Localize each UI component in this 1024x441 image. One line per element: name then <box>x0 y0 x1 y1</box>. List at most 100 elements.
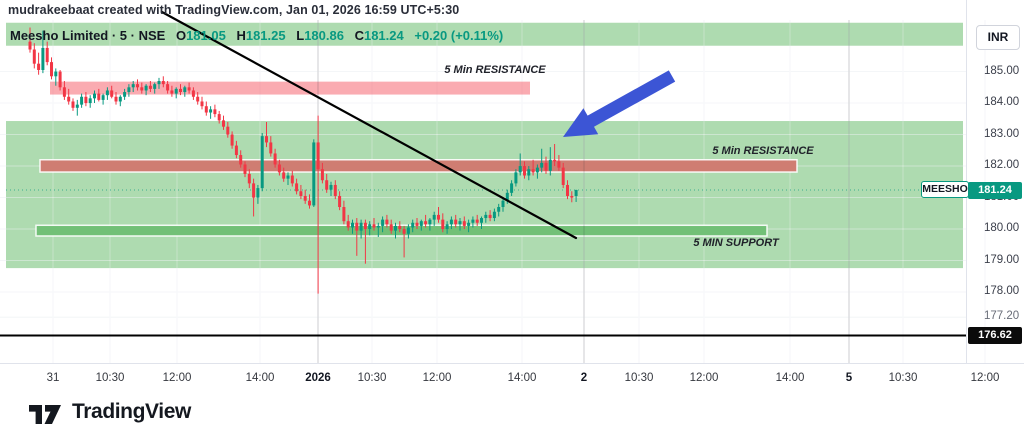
candle-up <box>144 85 148 91</box>
candle-down <box>557 161 561 168</box>
price-tick-label: 182.00 <box>984 159 1020 172</box>
candle-up <box>505 192 509 201</box>
symbol-title: Meesho Limited · 5 · NSE <box>10 28 166 43</box>
candle-up <box>480 218 483 223</box>
candle-down <box>316 142 320 170</box>
candle-down <box>140 87 144 91</box>
candle-down <box>462 221 466 226</box>
candle-up <box>153 84 157 89</box>
close-value: 181.24 <box>363 28 404 43</box>
candle-down <box>234 145 238 156</box>
candle-down <box>398 225 402 230</box>
candle-down <box>338 195 342 208</box>
price-tick-label: 180.00 <box>984 222 1020 235</box>
time-tick-label: 10:30 <box>888 372 918 384</box>
candle-down <box>230 134 234 146</box>
candle-down <box>290 175 294 184</box>
candle-up <box>492 211 496 219</box>
candle-up <box>411 222 415 228</box>
candle-down <box>166 84 170 91</box>
candle-down <box>553 159 557 162</box>
time-tick-label: 12:00 <box>162 372 192 384</box>
candle-down <box>45 47 49 63</box>
time-tick-label: 2 <box>580 372 588 384</box>
candle-down <box>58 71 62 88</box>
candle-up <box>209 109 213 113</box>
watermark-text: mudrakeebaat created with TradingView.co… <box>8 3 460 17</box>
price-tick-label: 179.00 <box>984 253 1020 266</box>
time-tick-label: 14:00 <box>507 372 537 384</box>
candle-down <box>454 219 458 225</box>
candle-down <box>67 96 71 102</box>
candle-down <box>295 183 299 192</box>
candle-up <box>105 90 109 96</box>
candle-down <box>320 169 324 181</box>
open-value: 181.05 <box>186 28 226 43</box>
tradingview-logo[interactable]: TradingView <box>27 399 191 425</box>
candle-down <box>277 164 281 173</box>
candle-down <box>71 101 75 108</box>
time-tick-label: 10:30 <box>95 372 125 384</box>
candle-down <box>62 87 66 97</box>
upper-green-zone <box>6 22 963 46</box>
candle-up <box>123 92 127 97</box>
candle-up <box>312 142 316 206</box>
candle-up <box>359 222 363 231</box>
candle-up <box>419 221 423 226</box>
support-label: 5 MIN SUPPORT <box>693 237 779 249</box>
bands-layer <box>35 81 798 237</box>
resistance-1-label: 5 Min RESISTANCE <box>444 64 546 76</box>
symbol-legend: Meesho Limited · 5 · NSE O181.05 H181.25… <box>10 28 503 43</box>
candle-down <box>114 96 118 102</box>
candle-down <box>97 93 101 100</box>
candle-up <box>75 104 79 108</box>
candle-down <box>50 62 53 77</box>
time-tick-label: 14:00 <box>245 372 275 384</box>
candle-up <box>41 47 45 70</box>
candle-up <box>127 87 131 93</box>
candle-up <box>93 93 96 99</box>
candle-down <box>475 219 479 223</box>
candle-up <box>510 183 514 193</box>
candle-down <box>213 109 217 115</box>
muted-price-label: 177.20 <box>984 310 1020 323</box>
candle-down <box>32 49 36 64</box>
candle-down <box>437 214 440 220</box>
candle-down <box>303 195 307 201</box>
candle-down <box>566 184 569 196</box>
candle-down <box>110 90 114 97</box>
candle-up <box>540 162 544 168</box>
high-value: 181.25 <box>245 28 286 43</box>
candle-down <box>561 167 565 185</box>
main-green-zone <box>6 121 963 269</box>
candle-up <box>183 87 187 93</box>
candle-down <box>346 221 350 228</box>
candle-up <box>394 225 397 231</box>
currency-button[interactable]: INR <box>976 25 1020 50</box>
candle-up <box>428 219 432 225</box>
trendline-drawing[interactable] <box>160 10 578 240</box>
low-label: L <box>296 28 305 43</box>
candle-down <box>333 184 337 196</box>
candle-up <box>118 96 122 102</box>
candle-up <box>101 95 105 100</box>
change-value: +0.20 (+0.11%) <box>414 28 504 43</box>
price-axis[interactable]: 185.00184.00183.00182.00181.00180.00179.… <box>966 0 1024 392</box>
time-axis[interactable]: 31 10:30 12:00 14:00 2026 10:30 12:00 14:00 2 10:… <box>0 363 1024 393</box>
resistance-band-1 <box>50 81 530 95</box>
candle-down <box>148 85 152 89</box>
candle-down <box>200 101 204 107</box>
candle-down <box>363 222 367 230</box>
zones-layer <box>0 20 986 363</box>
candle-up <box>497 207 501 212</box>
candle-down <box>372 224 376 228</box>
candle-down <box>179 88 182 93</box>
candle-up <box>376 225 380 228</box>
arrow-annotation[interactable] <box>563 70 676 137</box>
time-tick-label: 31 <box>46 372 60 384</box>
time-tick-label: 12:00 <box>689 372 719 384</box>
candle-up <box>449 219 453 225</box>
last-price-tag: 181.24 <box>968 181 1022 199</box>
candle-down <box>415 222 419 226</box>
